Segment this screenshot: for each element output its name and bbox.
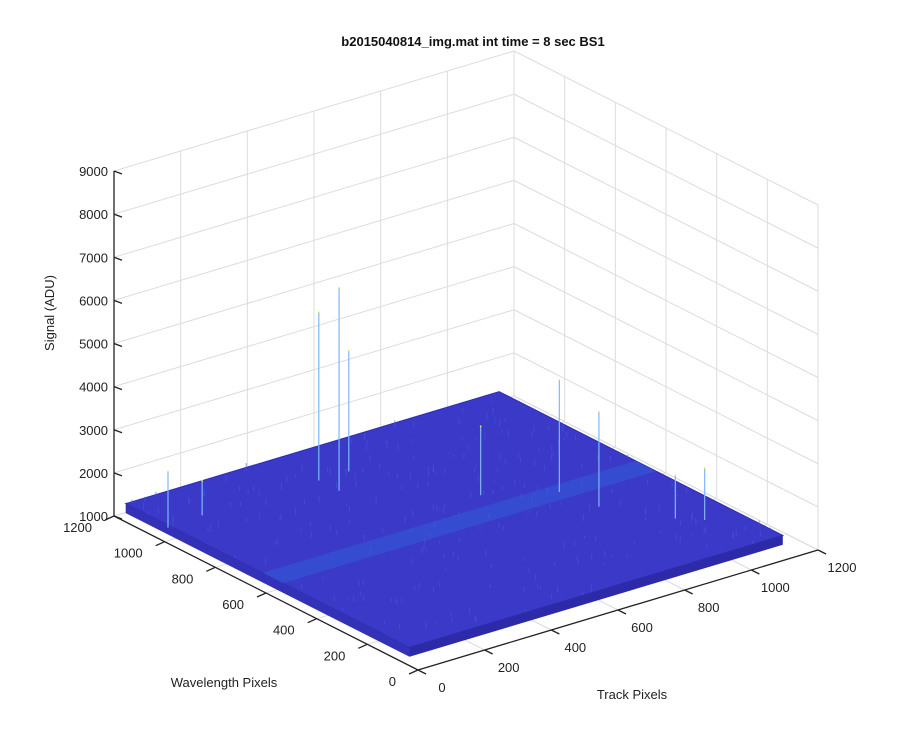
y-tick-label: 800 [172,571,194,586]
text-layer: b2015040814_img.mat int time = 8 sec BS1… [42,34,856,702]
spike-tip [317,311,320,314]
spike-tip [558,379,561,381]
grid-line [513,223,819,378]
x-tick-label: 0 [438,680,445,695]
x-tick-label: 1200 [828,560,857,575]
grid-line [113,50,515,172]
x-tick [684,589,693,595]
spike-tip [167,470,169,473]
y-tick [155,541,165,547]
spike-tip [598,410,600,413]
surface-band [262,460,657,584]
grid-line [513,179,819,335]
grid-line [513,93,819,249]
x-axis-label: Track Pixels [597,687,668,702]
z-tick-label: 5000 [79,337,108,352]
grid-line [513,50,819,206]
x-tick [551,629,560,635]
y-tick [256,592,267,598]
y-tick [307,618,317,624]
grid-line [113,179,515,301]
grid-line [113,93,515,215]
y-tick [206,566,216,572]
z-tick [113,472,123,477]
z-tick-label: 2000 [79,466,108,481]
surface-left-edge [125,503,410,657]
spike-tip [674,474,677,477]
z-tick [113,515,123,520]
z-tick [113,386,123,391]
y-tick-label: 200 [324,648,346,663]
surface-sheet [124,391,785,648]
grid-line [113,309,515,431]
axis-layer [104,170,827,675]
x-tick-label: 200 [498,660,520,675]
grid-line [513,309,819,465]
surface-layer [124,287,785,657]
y-tick-label: 0 [389,674,396,689]
grid-line [113,136,515,258]
x-tick [617,609,627,615]
z-tick [113,170,123,175]
y-axis-label: Wavelength Pixels [171,675,278,690]
z-tick-label: 4000 [79,380,108,395]
y-tick-label: 600 [222,597,244,612]
x-tick [817,549,827,555]
z-tick-label: 7000 [79,250,108,265]
spike-tip [338,287,340,289]
z-tick [113,213,123,218]
x-tick-label: 400 [564,640,586,655]
spike-tip [479,425,482,428]
grid-line [513,136,819,292]
z-tick-label: 1000 [79,509,108,524]
grid-line [513,266,819,422]
x-tick [751,569,760,575]
y-tick [408,669,419,675]
x-tick-label: 600 [631,620,653,635]
y-tick-label: 400 [273,623,295,638]
z-tick-label: 8000 [79,207,108,222]
y-tick-label: 1000 [114,546,143,561]
surface-front-edge [409,535,783,657]
z-tick [113,342,123,348]
z-tick [113,299,123,304]
z-axis-label: Signal (ADU) [42,275,57,351]
chart-title: b2015040814_img.mat int time = 8 sec BS1 [341,34,604,49]
x-tick [417,669,427,675]
spike-tip [347,349,350,352]
x-tick-label: 1000 [761,580,790,595]
z-tick-label: 9000 [79,164,108,179]
y-tick-label: 1200 [63,520,92,535]
z-tick [113,429,123,434]
z-tick [113,256,123,261]
grid-line [113,352,515,474]
spike-tip [201,480,204,482]
z-tick-label: 3000 [79,423,108,438]
grid-line [113,223,515,344]
x-tick-label: 800 [698,600,720,615]
z-tick-label: 6000 [79,293,108,308]
y-tick [358,643,368,649]
grid-line [513,352,819,508]
spike-tip [703,467,706,470]
x-tick [484,649,493,655]
y-tick [104,515,115,521]
grid-line [113,266,515,388]
